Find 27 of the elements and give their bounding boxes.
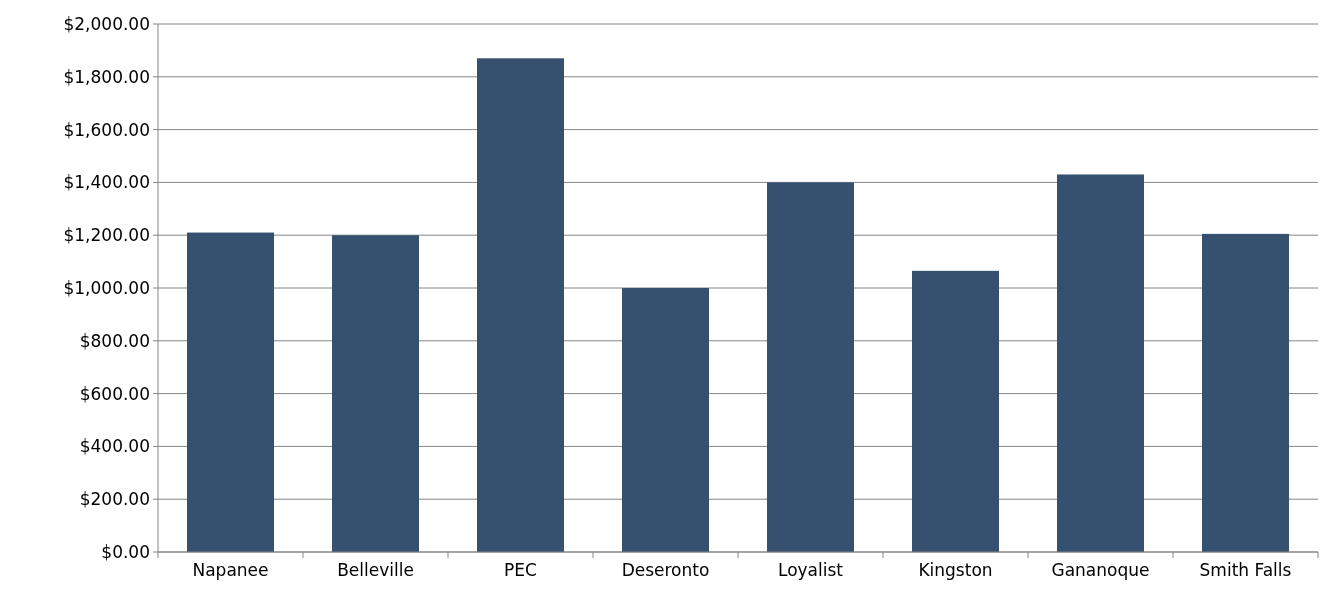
bar — [1202, 233, 1289, 552]
y-tick-label: $600.00 — [79, 383, 150, 404]
bar — [187, 232, 274, 552]
bar — [622, 288, 709, 552]
x-tick-label: Belleville — [337, 560, 414, 580]
x-tick-label: Smith Falls — [1199, 560, 1292, 580]
y-tick-label: $200.00 — [79, 489, 150, 510]
x-tick-label: Napanee — [192, 560, 269, 580]
bar — [332, 235, 419, 552]
y-tick-label: $800.00 — [79, 330, 150, 351]
y-tick-label: $1,600.00 — [63, 119, 150, 140]
bar — [767, 182, 854, 552]
x-tick-label: Kingston — [918, 560, 993, 580]
y-tick-label: $1,400.00 — [63, 172, 150, 193]
x-tick-label: Deseronto — [621, 560, 710, 580]
bar — [477, 58, 564, 552]
y-tick-label: $1,800.00 — [63, 66, 150, 87]
x-tick-label: Loyalist — [777, 560, 844, 580]
y-tick-label: $1,000.00 — [63, 277, 150, 298]
bar — [1057, 174, 1144, 552]
y-tick-label: $400.00 — [79, 436, 150, 457]
x-tick-label: PEC — [504, 560, 537, 580]
y-tick-label: $1,200.00 — [63, 225, 150, 246]
x-tick-label: Gananoque — [1051, 560, 1150, 580]
bar — [912, 270, 999, 552]
y-tick-label: $2,000.00 — [63, 13, 150, 34]
y-tick-label: $0.00 — [101, 541, 150, 562]
